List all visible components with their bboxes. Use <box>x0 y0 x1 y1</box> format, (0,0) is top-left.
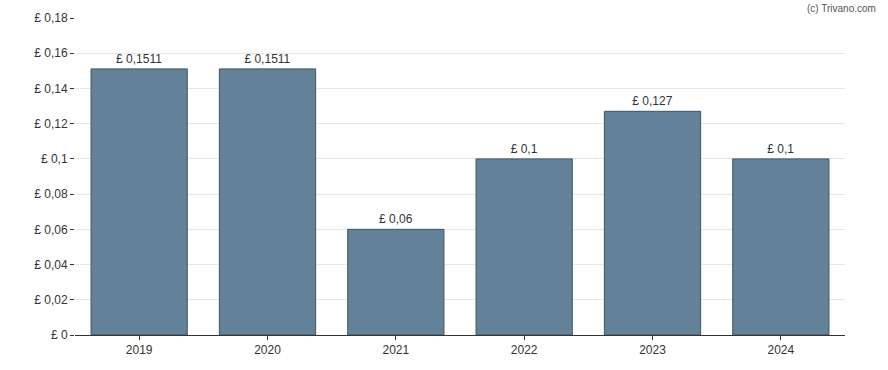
svg-text:£ 0,1511: £ 0,1511 <box>244 52 290 66</box>
svg-text:2020: 2020 <box>254 343 281 357</box>
svg-text:£ 0,1: £ 0,1 <box>41 152 68 166</box>
svg-text:£ 0,06: £ 0,06 <box>379 212 413 226</box>
svg-text:£ 0,04: £ 0,04 <box>34 258 68 272</box>
svg-text:£ 0,12: £ 0,12 <box>34 117 68 131</box>
svg-text:(c) Trivano.com: (c) Trivano.com <box>807 3 876 14</box>
svg-text:£ 0,18: £ 0,18 <box>34 11 68 25</box>
svg-text:2021: 2021 <box>382 343 409 357</box>
svg-text:£ 0,127: £ 0,127 <box>632 94 672 108</box>
svg-text:£ 0,16: £ 0,16 <box>34 46 68 60</box>
svg-text:£ 0,06: £ 0,06 <box>34 223 68 237</box>
svg-text:2023: 2023 <box>639 343 666 357</box>
svg-text:£ 0,08: £ 0,08 <box>34 187 68 201</box>
svg-text:£ 0,14: £ 0,14 <box>34 82 68 96</box>
svg-text:£ 0,02: £ 0,02 <box>34 293 68 307</box>
svg-text:2024: 2024 <box>767 343 794 357</box>
svg-text:£ 0,1511: £ 0,1511 <box>116 52 162 66</box>
svg-text:£ 0: £ 0 <box>51 328 68 342</box>
svg-text:2022: 2022 <box>511 343 538 357</box>
svg-text:2019: 2019 <box>126 343 153 357</box>
svg-text:£ 0,1: £ 0,1 <box>767 142 794 156</box>
svg-text:£ 0,1: £ 0,1 <box>511 142 538 156</box>
